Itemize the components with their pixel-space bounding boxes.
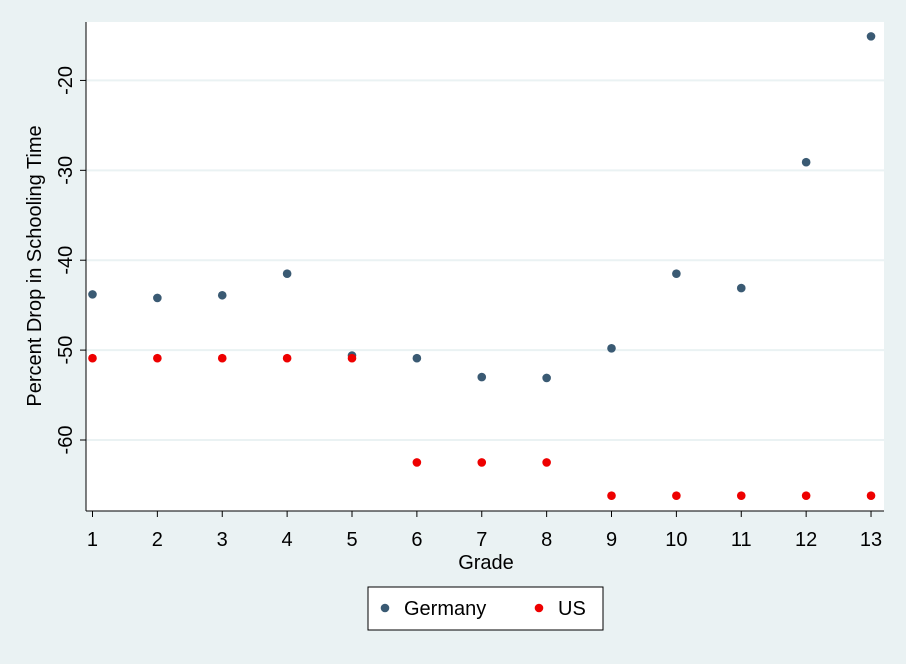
germany-point [542,373,551,383]
x-tick-label: 6 [411,529,422,551]
us-point [88,353,97,363]
us-point [153,353,162,363]
plot-area [86,22,884,511]
x-tick-label: 12 [795,529,817,551]
y-tick-label: -60 [55,426,77,455]
us-point [412,458,422,467]
us-point [607,491,616,501]
legend-marker-us [534,603,544,613]
x-tick-label: 10 [665,529,687,551]
us-point [282,353,292,363]
us-point [801,491,811,501]
us-point [477,458,487,467]
y-axis-label: Percent Drop in Schooling Time [24,125,46,406]
us-point [347,353,357,363]
x-tick-label: 9 [606,529,617,551]
data-points [88,32,876,501]
x-tick-label: 2 [152,529,163,551]
us-point [736,491,746,501]
germany-point [88,290,97,299]
germany-point [672,269,681,278]
germany-point [412,353,422,363]
x-tick-label: 4 [282,529,293,551]
x-tick-label: 11 [731,529,752,551]
germany-point [282,269,292,278]
germany-point [736,283,746,293]
legend: Germany US [367,586,604,631]
germany-point [217,290,227,300]
grid-lines [86,79,884,441]
legend-label-us: US [558,598,586,620]
legend-label-germany: Germany [404,598,486,620]
y-tick-label: -50 [55,336,77,365]
legend-marker-germany [380,603,390,613]
x-tick-label: 3 [217,529,228,551]
germany-point [477,372,487,382]
x-tick-label: 1 [87,529,98,551]
germany-point [607,343,616,353]
us-point [217,353,227,363]
legend-box [367,586,604,631]
x-tick-label: 8 [541,529,552,551]
us-point [672,491,681,501]
axes: -20-30-40-50-601 2 3 4 5 6 7 8 9 10 11 12 13 [55,22,884,551]
y-tick-label: -20 [55,66,77,95]
x-tick-label: 5 [346,529,357,551]
x-tick-label: 7 [476,529,487,551]
x-tick-label: 13 [860,529,882,551]
germany-point [153,293,162,303]
x-axis-label: Grade [458,552,514,574]
germany-point [801,157,811,167]
y-tick-label: -40 [55,246,77,275]
y-tick-label: -30 [55,156,77,185]
us-point [542,458,551,467]
germany-point [866,32,876,41]
us-point [866,491,876,501]
